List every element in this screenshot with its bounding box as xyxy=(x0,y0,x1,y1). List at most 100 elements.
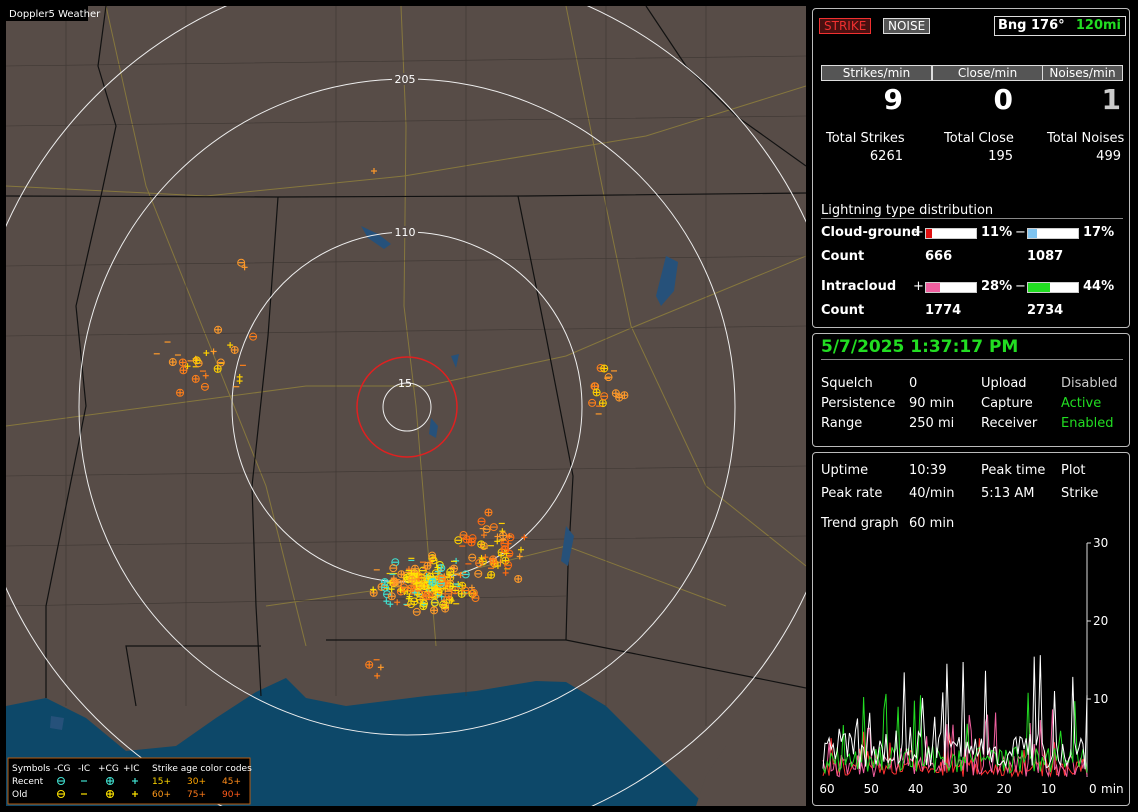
ring-label-bg xyxy=(392,226,418,238)
x-tick-label: 10 xyxy=(1041,782,1056,796)
strike-symbol xyxy=(191,374,200,383)
strike-symbol xyxy=(179,366,188,375)
legend-label: Symbols xyxy=(12,764,51,774)
strike-symbol xyxy=(200,382,209,391)
strike-symbol xyxy=(454,536,463,545)
lakes xyxy=(50,226,678,730)
ring-label-bg xyxy=(392,73,418,85)
legend: Symbols -CG -IC +CG +IC Strike age color… xyxy=(7,757,252,805)
bearing: Bng 176° xyxy=(998,18,1065,33)
percent-bar xyxy=(925,228,977,239)
strike-button[interactable]: STRIKE xyxy=(819,18,872,34)
strike-symbol xyxy=(430,598,439,607)
strike-symbol xyxy=(620,391,629,400)
status-label: Squelch xyxy=(821,376,873,391)
strike-symbol xyxy=(436,579,445,588)
percent-bar xyxy=(1027,228,1079,239)
legend-age: 15+ xyxy=(152,777,171,787)
strike-symbol xyxy=(604,373,613,382)
range-ring xyxy=(382,382,432,432)
type-name: Cloud-ground xyxy=(821,225,921,240)
map-title: Doppler5 Weather xyxy=(9,9,101,20)
status-panel: 5/7/2025 1:37:17 PM Squelch 0 Upload Disabl… xyxy=(812,333,1130,447)
count-label: Count xyxy=(821,303,865,318)
strike-symbol xyxy=(230,345,239,354)
strike-symbol xyxy=(499,531,508,540)
strike-symbol xyxy=(394,578,403,587)
map: 205 110 15 Doppler5 Weather Symbols -CG … xyxy=(6,6,806,806)
status-label: Capture xyxy=(981,396,1033,411)
legend-age: 60+ xyxy=(152,790,171,800)
count: 2734 xyxy=(1027,303,1064,318)
legend-age: 30+ xyxy=(187,777,206,787)
count: 666 xyxy=(925,249,953,264)
stat: Strike xyxy=(1061,486,1099,501)
strike-symbol xyxy=(441,580,450,589)
strike-symbol xyxy=(462,535,471,544)
strike-symbol xyxy=(214,325,223,334)
percent-fill xyxy=(1028,283,1050,292)
stat-label: Trend graph xyxy=(821,516,899,531)
stat: 5:13 AM xyxy=(981,486,1035,501)
state-borders xyxy=(6,6,806,707)
status-value: Active xyxy=(1061,396,1102,411)
x-tick-label: 30 xyxy=(952,782,967,796)
y-tick-label: 20 xyxy=(1093,614,1108,628)
rate-label: Noises/min xyxy=(1042,65,1123,81)
strike-symbol xyxy=(397,570,406,579)
status-value: 0 xyxy=(909,376,918,391)
strike-symbol xyxy=(408,575,417,584)
status-label: Receiver xyxy=(981,416,1038,431)
legend-label: +IC xyxy=(123,764,139,774)
stat: Plot xyxy=(1061,463,1086,478)
strike-symbol xyxy=(437,574,446,583)
strike-symbol xyxy=(474,569,483,578)
stats-panel: Trend graph 60 min 30 20 10 60 50 40 30 20 10 0 mi… xyxy=(812,452,1130,806)
percent-bar xyxy=(925,282,977,293)
stat: 10:39 xyxy=(909,463,947,478)
x-tick-label: 60 xyxy=(819,782,834,796)
strike-symbol xyxy=(176,388,185,397)
counties xyxy=(6,6,806,726)
x-tick-label: 40 xyxy=(908,782,923,796)
percent-fill xyxy=(1028,229,1037,238)
status-label: Upload xyxy=(981,376,1027,391)
strike-symbol xyxy=(501,556,510,565)
rate-value: 1 xyxy=(1101,83,1121,116)
type-name: Intracloud xyxy=(821,279,897,294)
strike-symbol xyxy=(489,555,498,564)
strike-symbol xyxy=(487,570,496,579)
stat-value: 60 min xyxy=(909,516,955,531)
total-label: Total Close xyxy=(944,131,1014,146)
strike-symbol xyxy=(430,606,439,615)
legend-label: +CG xyxy=(98,764,119,774)
strike-symbol xyxy=(489,523,498,532)
stat: Peak rate xyxy=(821,486,883,501)
strike-symbol xyxy=(471,594,480,603)
status-value: Enabled xyxy=(1061,416,1114,431)
noise-button[interactable]: NOISE xyxy=(883,18,931,34)
close-ring xyxy=(356,356,458,458)
strike-symbol xyxy=(461,570,470,579)
strike-symbol xyxy=(490,559,499,568)
legend-box xyxy=(7,757,251,805)
x-unit: min xyxy=(1101,782,1124,796)
strike-symbol xyxy=(475,559,484,568)
strike-symbol xyxy=(407,600,416,609)
distribution-title: Lightning type distribution xyxy=(821,203,1123,219)
legend-symbols xyxy=(57,777,138,798)
ring-label: 110 xyxy=(395,226,416,239)
strikes xyxy=(153,168,629,679)
ring-label: 205 xyxy=(395,73,416,86)
x-tick-label: 20 xyxy=(997,782,1012,796)
strike-symbol xyxy=(482,525,491,534)
total-value: 195 xyxy=(988,149,1013,164)
strike-symbol xyxy=(506,533,515,542)
legend-label: -CG xyxy=(54,764,71,774)
x-tick-label: 50 xyxy=(864,782,879,796)
strike-symbol xyxy=(611,389,620,398)
strike-symbol xyxy=(168,358,177,367)
legend-label: Recent xyxy=(12,777,44,787)
total-label: Total Strikes xyxy=(826,131,905,146)
strike-symbol xyxy=(469,588,478,597)
